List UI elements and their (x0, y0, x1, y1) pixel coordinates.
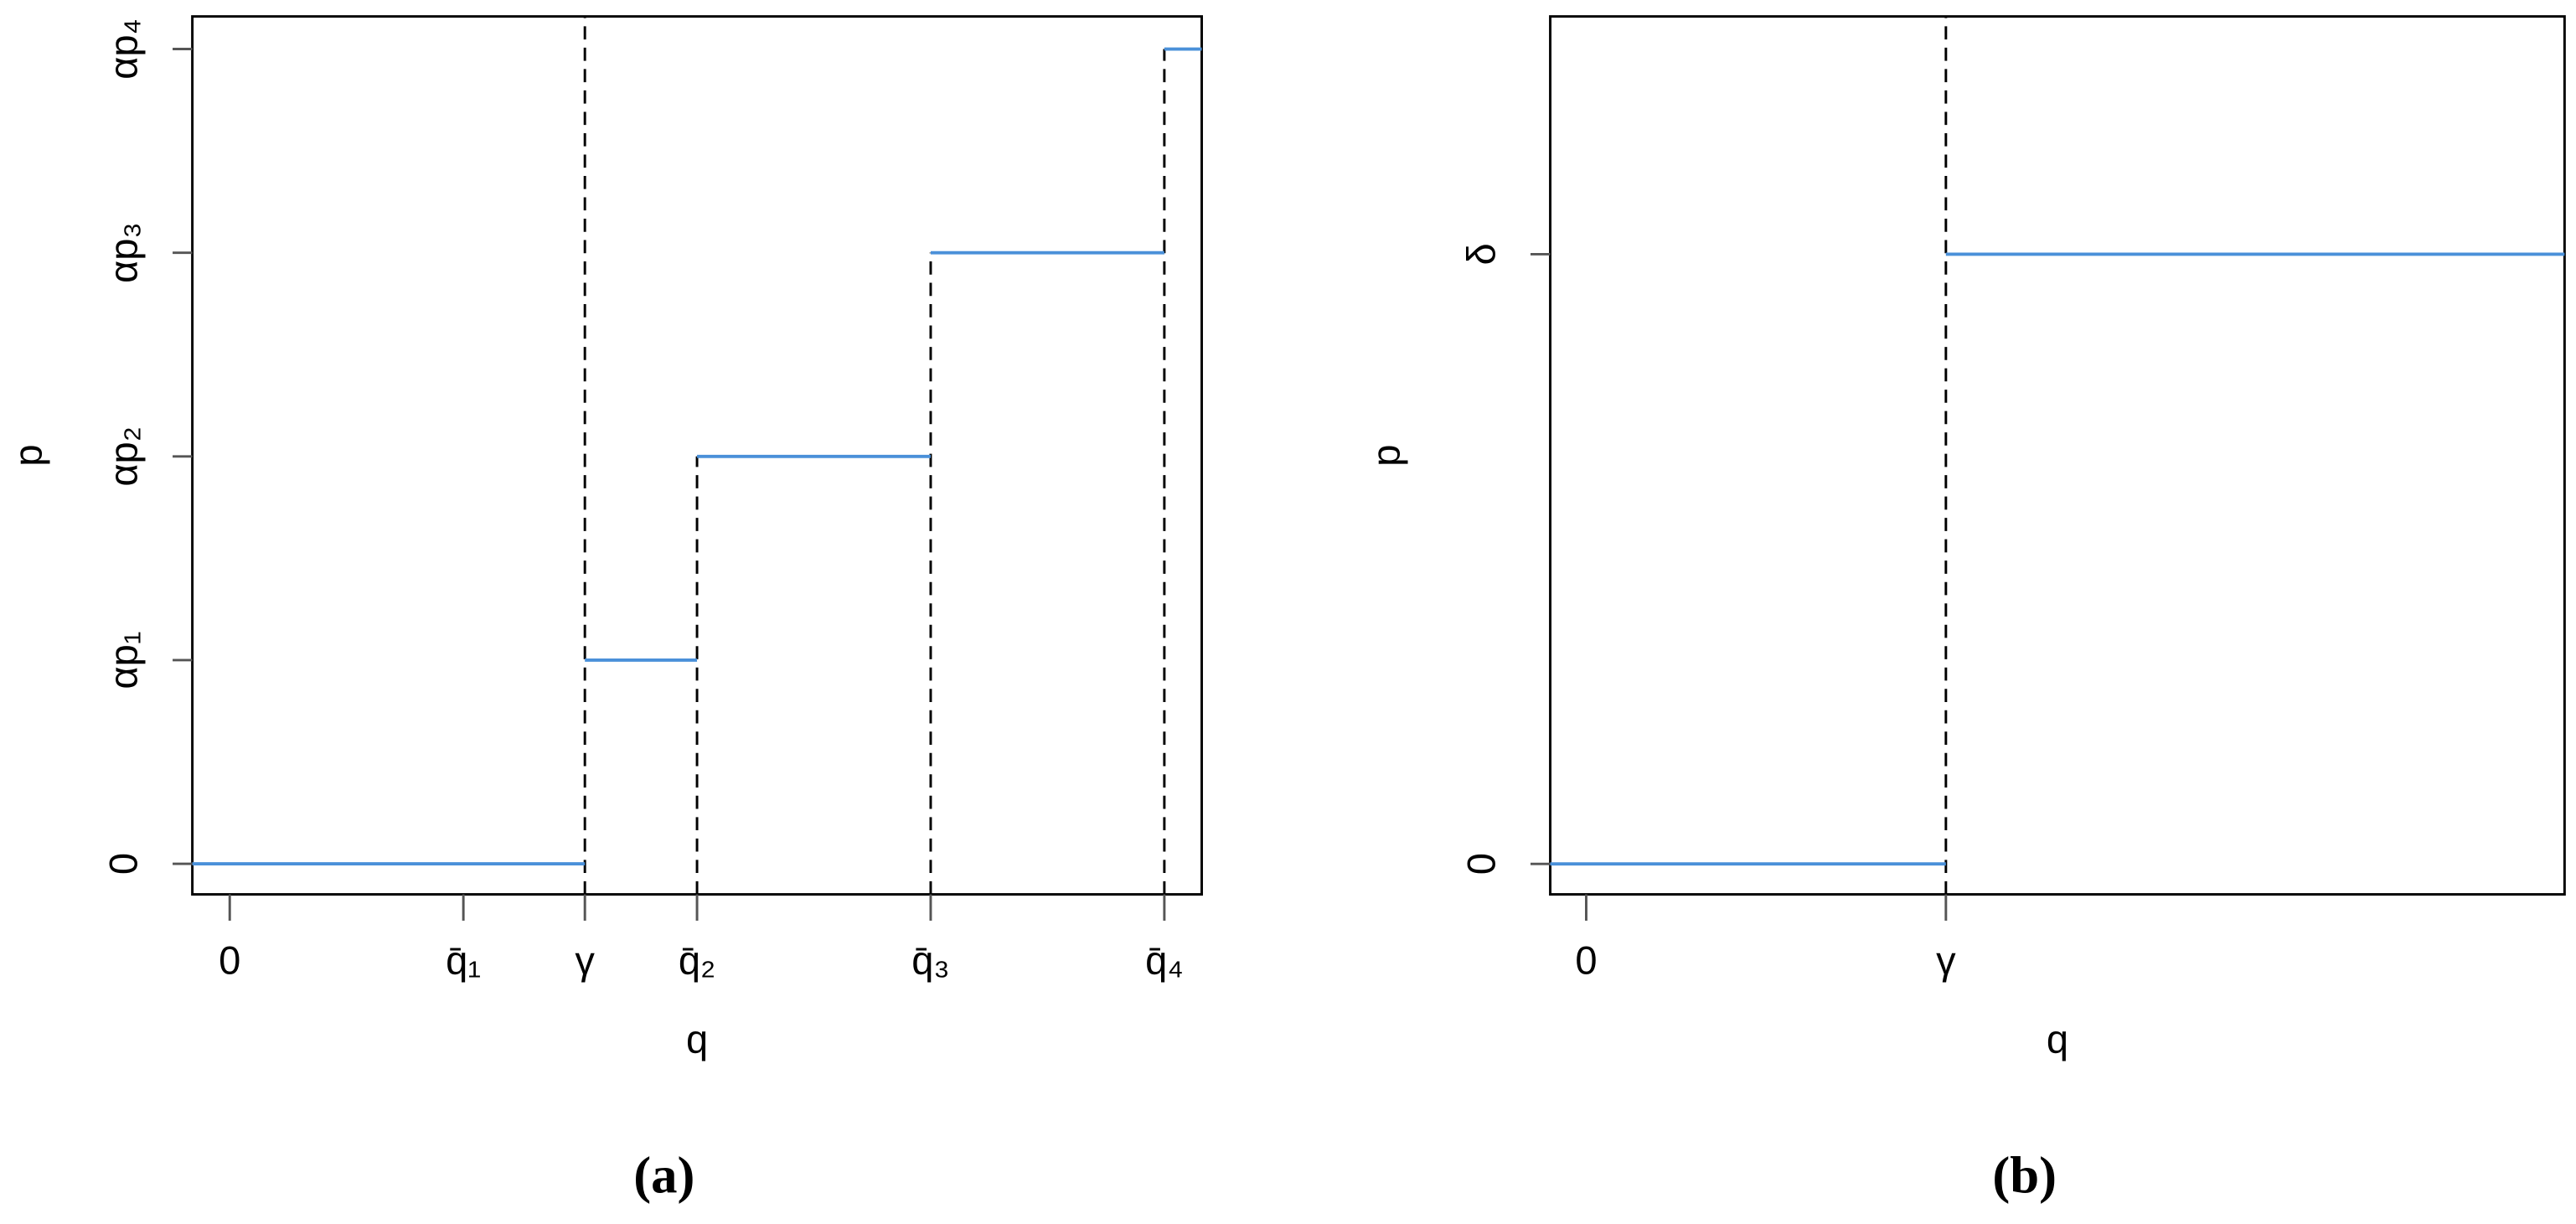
y-axis-label: p (6, 444, 50, 466)
x-tick-label: 0 (1575, 937, 1597, 982)
x-tick-label: q̄₁ (446, 937, 481, 982)
x-tick-label: q̄₃ (911, 937, 949, 982)
x-tick-label: γ (575, 937, 595, 982)
y-tick-label: 0 (1458, 853, 1503, 875)
y-tick-label: δ (1458, 243, 1503, 265)
x-tick-label: 0 (219, 937, 240, 982)
y-tick-label: αp₃ (101, 222, 146, 283)
x-tick-label: q̄₄ (1145, 937, 1183, 982)
caption: (b) (1992, 1145, 2057, 1204)
y-tick-label: αp₁ (101, 631, 146, 689)
y-tick-label: 0 (101, 853, 146, 875)
x-tick-label: q̄₂ (679, 937, 715, 982)
x-tick-label: γ (1936, 937, 1956, 982)
caption: (a) (633, 1145, 694, 1204)
y-tick-label: αp₂ (101, 426, 146, 487)
x-axis-label: q (2047, 1017, 2068, 1061)
x-axis-label: q (686, 1017, 708, 1061)
plot-frame (1549, 15, 2566, 896)
figure-content: 0 q̄₁ γ q̄₂ q̄₃ q̄₄ 0 αp₁ αp₂ αp₃ αp₄ q p (a) 0 γ 0 δ q p (b… (6, 15, 2566, 1204)
y-tick-label: αp₄ (101, 18, 146, 80)
y-axis-label: p (1364, 444, 1408, 466)
